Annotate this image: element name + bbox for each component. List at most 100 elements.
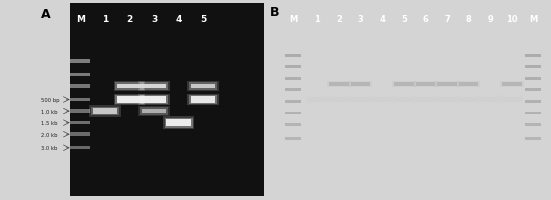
Bar (328, 97, 350, 103)
Text: B: B (270, 6, 279, 19)
Bar (392, 81, 415, 88)
Bar (502, 98, 521, 102)
Bar (71, 146, 90, 150)
Bar (459, 98, 478, 102)
Text: 2.0 kb: 2.0 kb (41, 132, 58, 137)
Text: 1.0 kb: 1.0 kb (41, 109, 58, 114)
Bar (285, 54, 301, 57)
Text: 6: 6 (423, 15, 428, 24)
Bar (93, 109, 117, 114)
Bar (415, 83, 435, 86)
Bar (525, 124, 542, 126)
Bar (138, 107, 170, 117)
Bar (91, 107, 119, 116)
Bar (285, 124, 301, 126)
Text: 3: 3 (151, 15, 157, 24)
Text: 1: 1 (315, 15, 320, 24)
Bar (348, 96, 373, 104)
Bar (115, 95, 143, 105)
Bar (525, 54, 542, 57)
Bar (413, 81, 437, 88)
Bar (114, 94, 145, 106)
Bar (415, 98, 435, 102)
Text: M: M (530, 15, 538, 24)
Bar (142, 84, 166, 89)
Bar (525, 89, 542, 92)
Bar (457, 81, 480, 88)
Bar (285, 137, 301, 140)
Text: 8: 8 (466, 15, 472, 24)
Bar (71, 73, 90, 77)
Text: A: A (41, 8, 51, 21)
Bar (138, 94, 170, 106)
Text: M: M (289, 15, 297, 24)
Bar (456, 96, 481, 104)
Bar (525, 137, 542, 140)
Bar (436, 97, 458, 103)
Bar (285, 100, 301, 103)
Bar (437, 98, 457, 102)
Bar (391, 96, 416, 104)
Bar (435, 81, 459, 88)
Bar (394, 98, 413, 102)
Bar (437, 83, 457, 86)
Text: 5: 5 (401, 15, 407, 24)
Text: 1: 1 (102, 15, 108, 24)
Bar (117, 84, 142, 89)
Bar (71, 133, 90, 136)
Bar (285, 112, 301, 115)
Bar (114, 82, 145, 92)
Bar (285, 77, 301, 80)
Bar (500, 81, 523, 88)
Text: 10: 10 (506, 15, 517, 24)
Bar (71, 110, 90, 113)
Bar (142, 97, 166, 103)
Text: M: M (76, 15, 85, 24)
FancyBboxPatch shape (71, 4, 264, 196)
Bar (138, 82, 170, 92)
Bar (327, 81, 351, 88)
Bar (140, 108, 168, 115)
Bar (163, 117, 194, 129)
Bar (140, 83, 168, 90)
Bar (393, 97, 414, 103)
Bar (349, 81, 372, 88)
Bar (351, 98, 370, 102)
Bar (414, 97, 436, 103)
Bar (499, 96, 524, 104)
Bar (480, 98, 500, 102)
Bar (71, 98, 90, 102)
Bar (285, 89, 301, 92)
Bar (191, 97, 215, 103)
Bar (187, 82, 219, 92)
Bar (115, 83, 143, 90)
Bar (371, 97, 393, 103)
Bar (370, 96, 395, 104)
Bar (71, 121, 90, 125)
Text: 9: 9 (487, 15, 493, 24)
Bar (502, 83, 521, 86)
Bar (140, 95, 168, 105)
Text: 3: 3 (358, 15, 364, 24)
Bar (525, 77, 542, 80)
Bar (329, 98, 349, 102)
Text: 1.5 kb: 1.5 kb (41, 121, 58, 126)
Bar (413, 96, 438, 104)
Bar (305, 96, 330, 104)
Bar (394, 83, 413, 86)
Bar (117, 97, 142, 103)
Text: 2: 2 (126, 15, 133, 24)
Text: 2: 2 (336, 15, 342, 24)
Bar (187, 94, 219, 106)
Bar (71, 60, 90, 63)
Bar (71, 85, 90, 88)
Bar (478, 96, 503, 104)
Bar (350, 97, 371, 103)
Bar (372, 98, 392, 102)
Bar (191, 84, 215, 89)
Bar (525, 112, 542, 115)
Bar (307, 98, 327, 102)
Bar (142, 109, 166, 114)
Bar (458, 97, 479, 103)
Bar (327, 96, 352, 104)
